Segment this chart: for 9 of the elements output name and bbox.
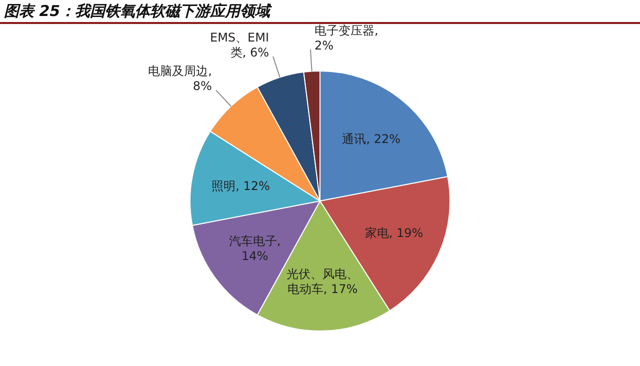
slice-label: 家电, 19% bbox=[364, 226, 424, 240]
slice-label: EMS、EMI类, 6% bbox=[210, 30, 270, 60]
slice-label: 通讯, 22% bbox=[342, 132, 401, 146]
slice-label: 汽车电子, 14% bbox=[228, 234, 281, 263]
slice-label: 光伏、风电、电动车, 17% bbox=[286, 267, 359, 296]
slice-label: 电子变压器, 2% bbox=[314, 23, 378, 52]
slice-label: 照明, 12% bbox=[212, 178, 270, 193]
slice-label: 电脑及周边, 8% bbox=[148, 64, 212, 94]
chart-title: 图表 25：我国铁氧体软磁下游应用领域 bbox=[0, 0, 640, 24]
